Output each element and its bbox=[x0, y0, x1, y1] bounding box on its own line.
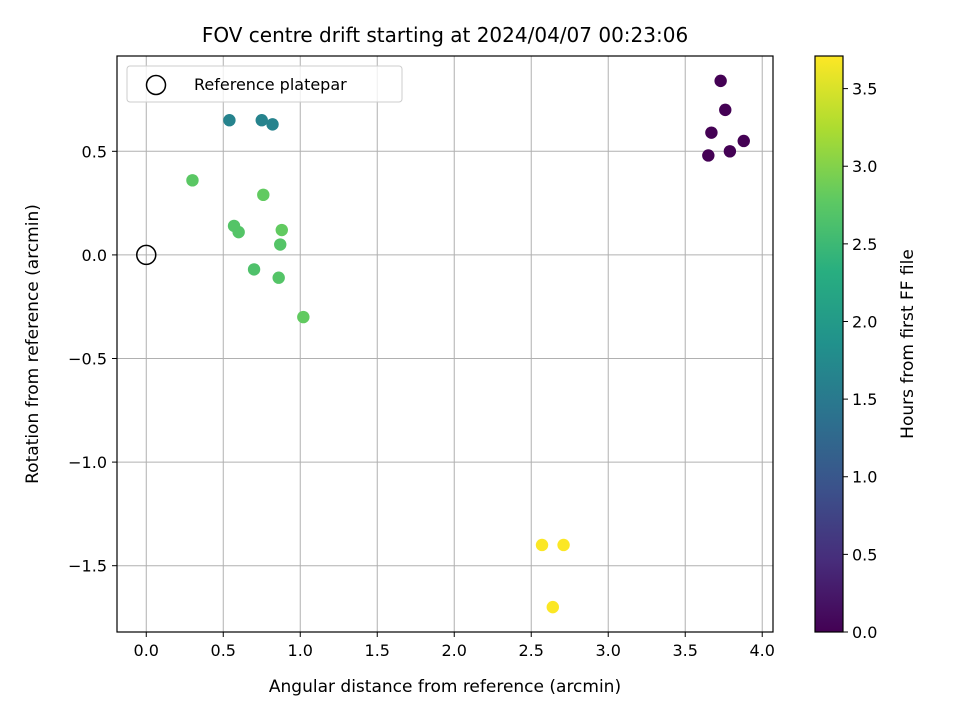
plot-frame bbox=[116, 55, 774, 633]
data-points bbox=[186, 74, 750, 614]
reference-marker bbox=[136, 244, 157, 266]
colorbar-tick-label: 0.5 bbox=[852, 545, 877, 564]
colorbar: 0.0 0.5 1.0 1.5 2.0 2.5 3.0 3.5 Hours from firs… bbox=[814, 55, 918, 642]
data-point bbox=[255, 114, 268, 127]
legend-reference-marker bbox=[145, 74, 167, 96]
data-point bbox=[705, 126, 718, 139]
grid-lines bbox=[117, 56, 773, 632]
colorbar-tick-label: 1.5 bbox=[852, 390, 877, 409]
data-point bbox=[546, 600, 559, 614]
chart-title: FOV centre drift starting at 2024/04/07 … bbox=[202, 23, 688, 47]
data-point bbox=[272, 271, 285, 284]
colorbar-label: Hours from first FF file bbox=[898, 249, 918, 439]
legend-label: Reference platepar bbox=[194, 75, 347, 94]
legend-box bbox=[126, 65, 403, 103]
x-tick-label: 3.5 bbox=[672, 641, 697, 660]
y-tick-label: 0.0 bbox=[82, 246, 107, 265]
data-point bbox=[232, 225, 245, 239]
colorbar-tick-label: 3.5 bbox=[852, 80, 877, 99]
data-point bbox=[737, 134, 750, 148]
y-tick-label: −0.5 bbox=[68, 350, 107, 369]
data-point bbox=[723, 145, 737, 158]
y-tick-label: −1.5 bbox=[68, 557, 107, 576]
x-tick-label: 2.0 bbox=[442, 641, 467, 660]
y-tick-label: 0.5 bbox=[82, 142, 107, 161]
x-tick-label: 1.0 bbox=[288, 641, 313, 660]
colorbar-tick-label: 1.0 bbox=[852, 468, 877, 487]
y-axis-ticks: −1.5 −1.0 −0.5 0.0 0.5 bbox=[68, 142, 117, 576]
x-axis-ticks: 0.0 0.5 1.0 1.5 2.0 2.5 3.0 3.5 4.0 bbox=[134, 632, 775, 660]
data-point bbox=[274, 238, 287, 251]
x-tick-label: 3.0 bbox=[596, 641, 621, 660]
colorbar-frame bbox=[814, 55, 844, 633]
colorbar-ticks: 0.0 0.5 1.0 1.5 2.0 2.5 3.0 3.5 bbox=[843, 80, 877, 642]
x-tick-label: 2.5 bbox=[519, 641, 544, 660]
x-tick-label: 4.0 bbox=[749, 641, 774, 660]
data-point bbox=[257, 188, 270, 202]
colorbar-tick-label: 2.0 bbox=[852, 312, 877, 331]
data-point bbox=[535, 538, 549, 552]
data-point bbox=[297, 310, 310, 324]
y-axis-label: Rotation from reference (arcmin) bbox=[23, 204, 43, 484]
plot-area bbox=[117, 56, 773, 632]
data-point bbox=[714, 74, 727, 88]
data-point bbox=[702, 149, 715, 162]
data-point bbox=[186, 174, 199, 187]
x-tick-label: 0.5 bbox=[211, 641, 236, 660]
data-point bbox=[557, 538, 570, 552]
colorbar-tick-label: 3.0 bbox=[852, 157, 877, 176]
colorbar-tick-label: 2.5 bbox=[852, 235, 877, 254]
x-tick-label: 1.5 bbox=[365, 641, 390, 660]
colorbar-tick-label: 0.0 bbox=[852, 623, 877, 642]
data-point bbox=[247, 263, 261, 276]
colorbar-gradient bbox=[815, 56, 843, 632]
x-axis-label: Angular distance from reference (arcmin) bbox=[269, 677, 621, 697]
x-tick-label: 0.0 bbox=[134, 641, 159, 660]
data-point bbox=[719, 103, 732, 117]
data-point bbox=[266, 118, 279, 131]
data-point bbox=[223, 114, 236, 127]
legend: Reference platepar bbox=[126, 65, 403, 103]
data-point bbox=[275, 223, 288, 237]
y-tick-label: −1.0 bbox=[68, 453, 107, 472]
